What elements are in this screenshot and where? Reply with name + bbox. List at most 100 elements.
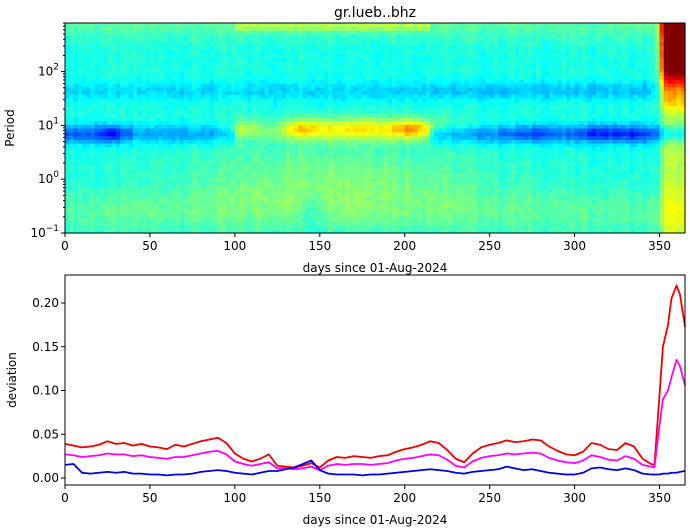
heatmap-cell bbox=[362, 23, 368, 28]
heatmap-cell bbox=[341, 161, 346, 167]
heatmap-cell bbox=[162, 203, 168, 208]
heatmap-cell bbox=[209, 146, 215, 152]
heatmap-cell bbox=[425, 199, 431, 204]
heatmap-cell bbox=[154, 158, 160, 163]
heatmap-cell bbox=[268, 124, 274, 129]
heatmap-cell bbox=[430, 180, 436, 185]
heatmap-cell bbox=[132, 191, 138, 197]
heatmap-cell bbox=[408, 23, 414, 28]
heatmap-cell bbox=[124, 60, 130, 65]
heatmap-cell bbox=[336, 214, 342, 219]
heatmap-cell bbox=[438, 165, 444, 170]
heatmap-cell bbox=[183, 139, 189, 144]
heatmap-cell bbox=[128, 45, 134, 50]
heatmap-cell bbox=[124, 150, 130, 155]
heatmap-cell bbox=[332, 210, 338, 215]
heatmap-cell bbox=[319, 53, 325, 58]
heatmap-cell bbox=[268, 184, 274, 189]
heatmap-cell bbox=[319, 165, 325, 170]
heatmap-cell bbox=[188, 124, 193, 129]
heatmap-cell bbox=[230, 150, 236, 155]
heatmap-cell bbox=[86, 86, 92, 92]
heatmap-cell bbox=[73, 143, 79, 148]
heatmap-cell bbox=[302, 53, 308, 58]
heatmap-cell bbox=[391, 173, 397, 178]
heatmap-cell bbox=[358, 120, 363, 125]
heatmap-cell bbox=[421, 109, 427, 114]
heatmap-cell bbox=[73, 105, 79, 110]
heatmap-cell bbox=[103, 101, 109, 107]
heatmap-cell bbox=[239, 169, 244, 174]
heatmap-cell bbox=[73, 23, 79, 28]
heatmap-cell bbox=[336, 120, 342, 125]
heatmap-cell bbox=[107, 124, 113, 129]
heatmap-cell bbox=[345, 139, 351, 144]
heatmap-cell bbox=[226, 214, 232, 219]
heatmap-cell bbox=[239, 49, 244, 54]
heatmap-cell bbox=[107, 180, 113, 185]
heatmap-cell bbox=[324, 176, 329, 182]
heatmap-cell bbox=[400, 184, 406, 189]
heatmap-cell bbox=[290, 195, 295, 200]
heatmap-cell bbox=[179, 53, 185, 58]
heatmap-cell bbox=[408, 109, 414, 114]
heatmap-cell bbox=[311, 90, 317, 95]
heatmap-cell bbox=[158, 218, 164, 223]
heatmap-cell bbox=[387, 53, 393, 58]
heatmap-cell bbox=[115, 229, 121, 234]
heatmap-cell bbox=[290, 26, 295, 32]
heatmap-cell bbox=[408, 184, 414, 189]
heatmap-cell bbox=[98, 229, 104, 234]
heatmap-cell bbox=[132, 75, 138, 80]
heatmap-cell bbox=[120, 30, 126, 35]
heatmap-cell bbox=[264, 225, 270, 230]
heatmap-cell bbox=[171, 131, 177, 137]
heatmap-cell bbox=[124, 158, 130, 163]
heatmap-cell bbox=[425, 105, 431, 110]
heatmap-cell bbox=[298, 150, 304, 155]
heatmap-cell bbox=[115, 180, 121, 185]
heatmap-cell bbox=[209, 124, 215, 129]
heatmap-cell bbox=[298, 34, 304, 39]
heatmap-cell bbox=[251, 38, 257, 43]
heatmap-cell bbox=[98, 143, 104, 148]
heatmap-cell bbox=[137, 218, 143, 223]
heatmap-cell bbox=[111, 34, 117, 39]
heatmap-cell bbox=[315, 109, 321, 114]
heatmap-cell bbox=[400, 150, 406, 155]
heatmap-cell bbox=[171, 225, 177, 230]
heatmap-cell bbox=[315, 116, 321, 122]
heatmap-cell bbox=[285, 135, 291, 140]
heatmap-cell bbox=[260, 150, 266, 155]
heatmap-cell bbox=[366, 158, 372, 163]
heatmap-cell bbox=[239, 206, 244, 212]
heatmap-cell bbox=[94, 158, 100, 163]
heatmap-cell bbox=[141, 188, 147, 193]
heatmap-cell bbox=[239, 75, 244, 80]
heatmap-cell bbox=[149, 45, 155, 50]
heatmap-cell bbox=[285, 210, 291, 215]
heatmap-cell bbox=[188, 150, 193, 155]
heatmap-cell bbox=[430, 26, 436, 32]
heatmap-cell bbox=[86, 105, 92, 110]
heatmap-cell bbox=[124, 113, 130, 118]
heatmap-cell bbox=[234, 101, 240, 107]
heatmap-cell bbox=[239, 210, 244, 215]
heatmap-cell bbox=[298, 128, 304, 133]
heatmap-cell bbox=[311, 150, 317, 155]
heatmap-cell bbox=[277, 176, 283, 182]
heatmap-cell bbox=[379, 60, 385, 65]
heatmap-cell bbox=[230, 26, 236, 32]
heatmap-cell bbox=[273, 199, 278, 204]
heatmap-cell bbox=[192, 188, 198, 193]
heatmap-cell bbox=[362, 229, 368, 234]
heatmap-cell bbox=[294, 98, 300, 103]
heatmap-cell bbox=[94, 71, 100, 77]
heatmap-cell bbox=[379, 161, 385, 167]
heatmap-cell bbox=[234, 229, 240, 234]
heatmap-cell bbox=[404, 146, 410, 152]
heatmap-cell bbox=[234, 86, 240, 92]
heatmap-cell bbox=[137, 165, 143, 170]
heatmap-cell bbox=[239, 68, 244, 73]
heatmap-cell bbox=[94, 191, 100, 197]
